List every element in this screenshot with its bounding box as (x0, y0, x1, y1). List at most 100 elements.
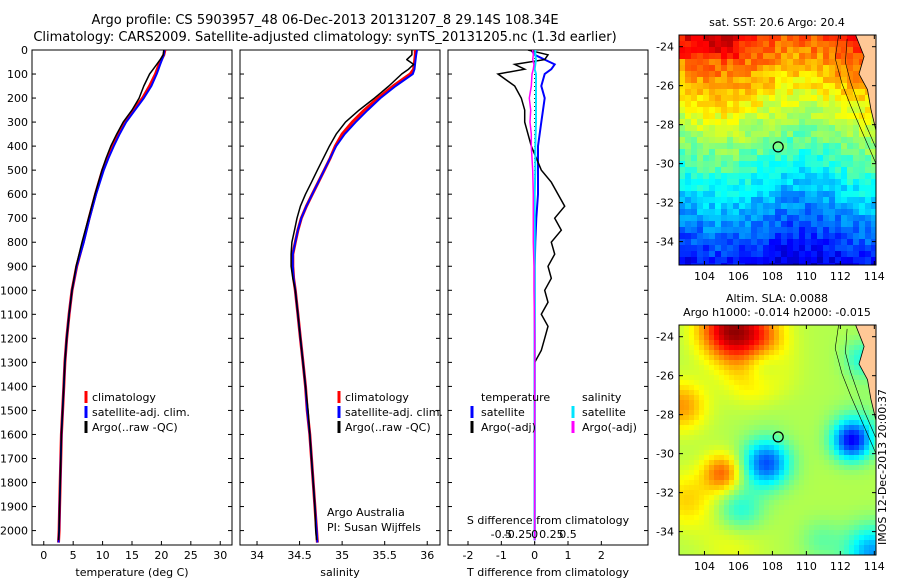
sst-cell (805, 173, 811, 179)
sst-cell (823, 263, 829, 265)
sst-cell (733, 263, 739, 265)
sla-cell (854, 540, 859, 545)
sla-cell (869, 470, 874, 475)
sst-cell (865, 155, 871, 161)
sla-cell (774, 525, 779, 530)
sst-cell (745, 89, 751, 95)
sla-cell (824, 445, 829, 450)
map-y-tick-label: -24 (656, 41, 674, 54)
sla-cell (814, 400, 819, 405)
sst-cell (847, 257, 853, 263)
sla-cell (849, 505, 854, 510)
sst-cell (859, 251, 865, 257)
sla-cell (759, 430, 764, 435)
sla-cell (689, 450, 694, 455)
sla-cell (834, 495, 839, 500)
sst-cell (733, 89, 739, 95)
sst-cell (799, 167, 805, 173)
sla-cell (764, 450, 769, 455)
sla-cell (684, 530, 689, 535)
sla-cell (709, 355, 714, 360)
sla-cell (869, 485, 874, 490)
sla-cell (774, 475, 779, 480)
sla-cell (684, 515, 689, 520)
sla-cell (839, 360, 844, 365)
sst-cell (817, 41, 823, 47)
sla-cell (744, 440, 749, 445)
sst-cell (853, 113, 859, 119)
sla-cell (709, 470, 714, 475)
sla-cell (844, 455, 849, 460)
sst-cell (859, 137, 865, 143)
sst-cell (835, 137, 841, 143)
sla-cell (689, 350, 694, 355)
sla-cell (864, 435, 869, 440)
sla-cell (814, 340, 819, 345)
sla-cell (679, 435, 684, 440)
sst-cell (709, 245, 715, 251)
sla-cell (829, 375, 834, 380)
sst-cell (733, 65, 739, 71)
sla-cell (779, 465, 784, 470)
sst-cell (787, 251, 793, 257)
sla-cell (709, 435, 714, 440)
sst-cell (787, 191, 793, 197)
sst-cell (829, 257, 835, 263)
sst-cell (823, 89, 829, 95)
sst-cell (847, 161, 853, 167)
sla-cell (699, 495, 704, 500)
sla-cell (794, 540, 799, 545)
sst-cell (703, 95, 709, 101)
sla-cell (849, 545, 854, 550)
sla-cell (794, 370, 799, 375)
sst-cell (691, 131, 697, 137)
sla-cell (764, 425, 769, 430)
sst-cell (739, 77, 745, 83)
sst-cell (793, 107, 799, 113)
sla-cell (824, 350, 829, 355)
depth-tick-label: 100 (7, 68, 28, 81)
sst-cell (775, 89, 781, 95)
sst-cell (835, 263, 841, 265)
sst-cell (847, 203, 853, 209)
sla-cell (824, 530, 829, 535)
sla-cell (859, 545, 864, 550)
sst-cell (727, 83, 733, 89)
sla-cell (814, 480, 819, 485)
sla-cell (709, 365, 714, 370)
sst-cell (811, 71, 817, 77)
sla-cell (814, 430, 819, 435)
sst-cell (703, 131, 709, 137)
sla-cell (704, 390, 709, 395)
sla-cell (784, 520, 789, 525)
sla-cell (694, 335, 699, 340)
sla-cell (724, 435, 729, 440)
sst-cell (769, 167, 775, 173)
sla-cell (759, 550, 764, 555)
sst-cell (817, 143, 823, 149)
sst-cell (865, 245, 871, 251)
sst-cell (703, 209, 709, 215)
sla-cell (764, 495, 769, 500)
sst-cell (871, 227, 876, 233)
sla-cell (794, 435, 799, 440)
sst-cell (847, 245, 853, 251)
sla-cell (844, 515, 849, 520)
sla-cell (704, 440, 709, 445)
sst-cell (739, 71, 745, 77)
sst-cell (679, 59, 685, 65)
sst-cell (745, 65, 751, 71)
sla-cell (694, 435, 699, 440)
sla-cell (819, 495, 824, 500)
sst-cell (763, 167, 769, 173)
sla-cell (734, 480, 739, 485)
sst-cell (763, 179, 769, 185)
sst-cell (691, 221, 697, 227)
sst-cell (853, 239, 859, 245)
sla-cell (784, 495, 789, 500)
sla-cell (799, 410, 804, 415)
sla-cell (819, 375, 824, 380)
sla-cell (709, 420, 714, 425)
sst-cell (691, 191, 697, 197)
sst-cell (835, 257, 841, 263)
